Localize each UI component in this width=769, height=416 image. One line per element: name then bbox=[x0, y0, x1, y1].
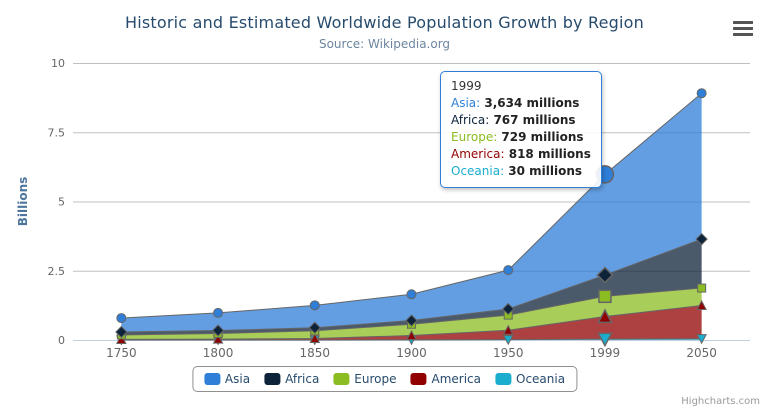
legend-item-europe[interactable]: Europe bbox=[333, 372, 397, 386]
x-axis-label: 2050 bbox=[686, 346, 717, 360]
data-point-africa-1800[interactable] bbox=[211, 324, 225, 337]
data-point-asia-1750[interactable] bbox=[116, 313, 127, 324]
data-point-africa-1750[interactable] bbox=[115, 325, 128, 339]
x-axis-label: 1900 bbox=[396, 346, 427, 360]
data-point-europe-2050[interactable] bbox=[697, 283, 707, 293]
legend-item-oceania[interactable]: Oceania bbox=[495, 372, 565, 386]
export-menu-button[interactable] bbox=[733, 21, 753, 36]
data-point-asia-1800[interactable] bbox=[213, 307, 224, 318]
data-point-oceania-1950[interactable] bbox=[502, 335, 514, 346]
legend-item-asia[interactable]: Asia bbox=[203, 372, 251, 386]
data-point-asia-1999[interactable] bbox=[595, 165, 615, 184]
chart-subtitle: Source: Wikipedia.org bbox=[318, 37, 451, 51]
chart-title: Historic and Estimated Worldwide Populat… bbox=[125, 13, 644, 32]
data-point-america-2050[interactable] bbox=[696, 299, 707, 311]
data-point-oceania-1999[interactable] bbox=[597, 332, 613, 348]
data-point-america-1850[interactable] bbox=[309, 332, 321, 343]
data-point-africa-1850[interactable] bbox=[308, 321, 321, 334]
x-axis-label: 1850 bbox=[300, 346, 331, 360]
data-point-america-1800[interactable] bbox=[212, 333, 224, 344]
legend-label: Oceania bbox=[516, 372, 566, 386]
x-axis-label: 1950 bbox=[493, 346, 524, 360]
legend-symbol-icon bbox=[264, 373, 281, 385]
highcharts-credits-link[interactable]: Highcharts.com bbox=[681, 396, 760, 407]
data-point-europe-1999[interactable] bbox=[598, 289, 612, 304]
y-axis-label: 10 bbox=[51, 57, 65, 70]
x-axis-label: 1999 bbox=[590, 346, 621, 360]
legend-symbol-icon bbox=[333, 373, 350, 385]
series-area-asia[interactable] bbox=[121, 93, 702, 332]
legend-item-africa[interactable]: Africa bbox=[264, 372, 319, 386]
y-axis-label: 0 bbox=[58, 334, 65, 347]
y-axis-label: 5 bbox=[58, 196, 65, 209]
data-point-america-1999[interactable] bbox=[597, 308, 613, 324]
data-point-asia-1950[interactable] bbox=[503, 265, 514, 276]
legend-item-america[interactable]: America bbox=[410, 372, 482, 386]
data-point-africa-2050[interactable] bbox=[695, 232, 708, 246]
data-point-oceania-2050[interactable] bbox=[696, 334, 707, 345]
data-point-america-1950[interactable] bbox=[502, 324, 514, 335]
hamburger-bar-icon bbox=[733, 21, 753, 24]
data-point-africa-1999[interactable] bbox=[596, 266, 614, 284]
data-point-asia-2050[interactable] bbox=[696, 88, 707, 99]
hamburger-bar-icon bbox=[733, 33, 753, 36]
legend-label: Europe bbox=[354, 372, 397, 386]
legend-label: Asia bbox=[224, 372, 251, 386]
legend-symbol-icon bbox=[410, 373, 427, 385]
legend-symbol-icon bbox=[495, 373, 512, 385]
series-area-america[interactable] bbox=[121, 305, 702, 340]
y-axis-label: 2.5 bbox=[48, 265, 66, 278]
x-axis-label: 1750 bbox=[106, 346, 137, 360]
legend-symbol-icon bbox=[203, 373, 220, 385]
data-point-africa-1950[interactable] bbox=[502, 302, 515, 316]
legend-label: Africa bbox=[285, 372, 320, 386]
data-point-asia-1850[interactable] bbox=[309, 300, 320, 311]
legend-label: America bbox=[431, 372, 482, 386]
y-axis-title: Billions bbox=[16, 177, 30, 227]
data-point-africa-1900[interactable] bbox=[405, 314, 418, 327]
hamburger-bar-icon bbox=[733, 27, 753, 30]
data-point-asia-1900[interactable] bbox=[406, 289, 417, 300]
x-axis-label: 1800 bbox=[203, 346, 234, 360]
legend: Asia Africa Europe America Oceania bbox=[191, 366, 578, 392]
series-area-africa[interactable] bbox=[121, 239, 702, 335]
data-point-america-1900[interactable] bbox=[406, 329, 417, 341]
y-axis-label: 7.5 bbox=[48, 126, 66, 139]
